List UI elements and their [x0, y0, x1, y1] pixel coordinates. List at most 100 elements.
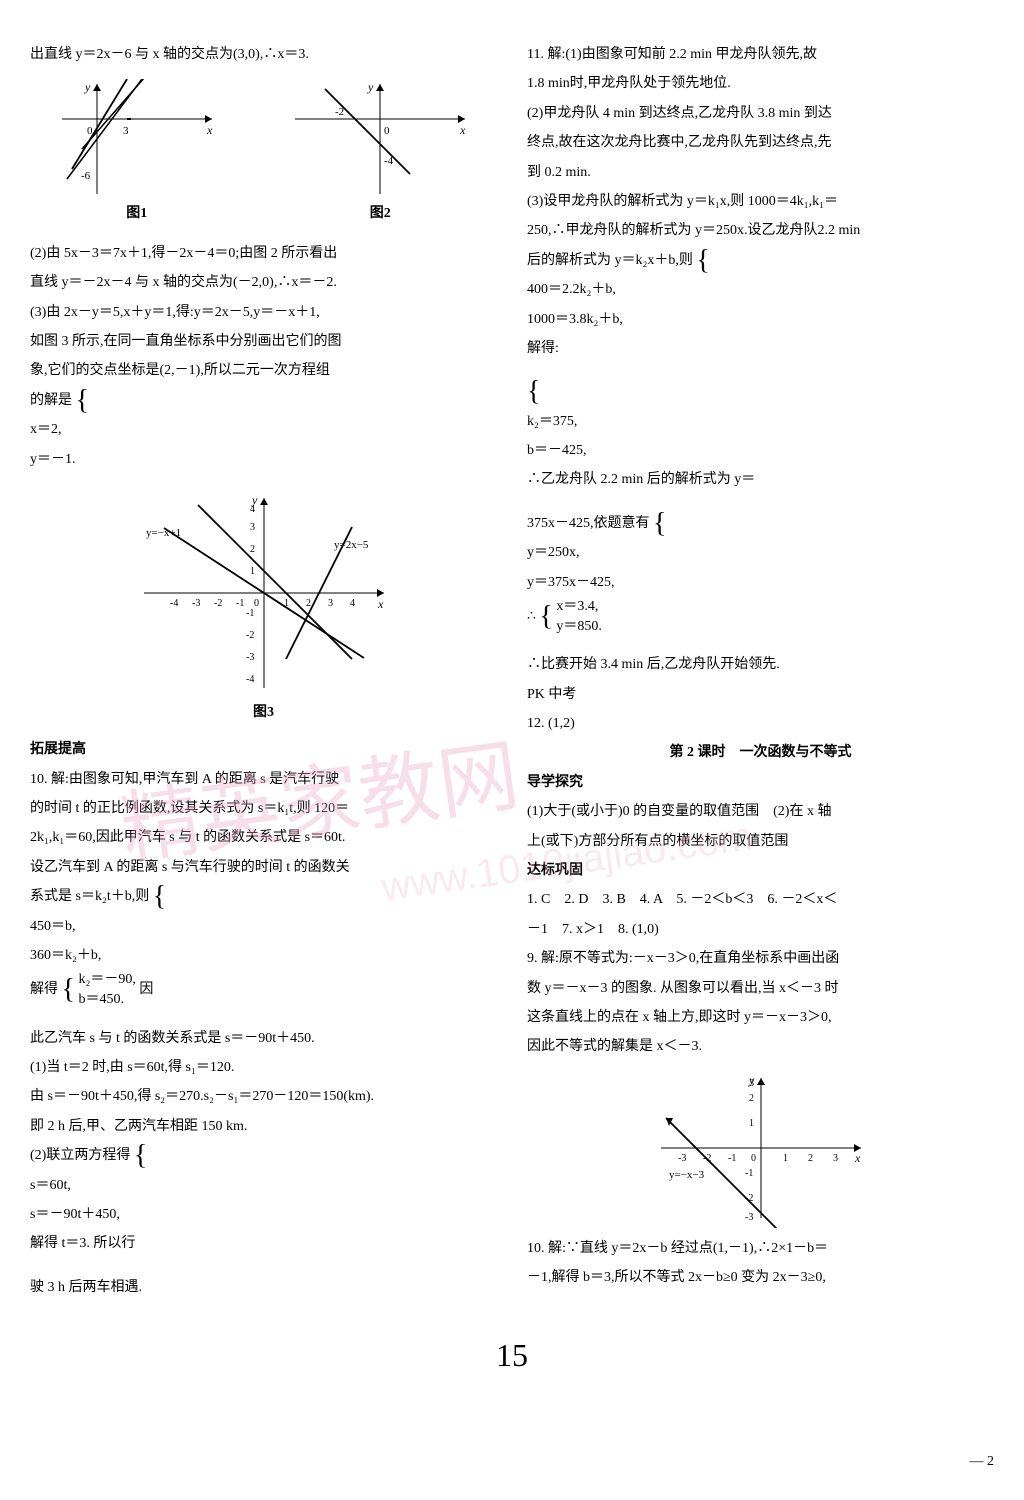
eq-line: s＝－90t＋450,	[30, 1200, 497, 1229]
text-line: (1)当 t＝2 时,由 s＝60t,得 s₁＝120.	[30, 1053, 497, 1082]
text-line: 250,∴甲龙舟队的解析式为 y＝250x.设乙龙舟队2.2 min	[527, 216, 994, 245]
text-line: 直线 y＝－2x－4 与 x 轴的交点为(－2,0),∴x＝－2.	[30, 268, 497, 297]
svg-text:x: x	[854, 1151, 861, 1165]
text-segment: 的解是	[30, 393, 72, 408]
svg-text:0: 0	[384, 125, 390, 137]
graph1-svg: x y 0 3 -6	[57, 79, 217, 199]
svg-text:x: x	[459, 123, 466, 137]
svg-text:x: x	[377, 597, 384, 611]
text-line: (2)联立两方程得 {	[30, 1141, 497, 1170]
graph1-caption: 图1	[57, 199, 217, 228]
svg-text:-2: -2	[214, 598, 222, 609]
eq-line: y＝－1.	[30, 445, 497, 474]
eq-line: k₂＝375,	[527, 407, 994, 436]
graph3-caption: 图3	[30, 698, 497, 727]
svg-text:3: 3	[250, 522, 255, 533]
text-line: 象,它们的交点坐标是(2,－1),所以二元一次方程组	[30, 356, 497, 385]
brace-icon: {	[134, 1146, 147, 1166]
equation-system: x＝3.4, y＝850.	[556, 597, 602, 636]
eq-line: b＝－425,	[527, 436, 994, 465]
svg-text:x: x	[206, 123, 213, 137]
eq-line: s＝60t,	[30, 1171, 497, 1200]
graph4-svg: x y 0 -3-2-1 123 123 -1-2-3 y=−x−3	[651, 1068, 871, 1228]
text-line: 出直线 y＝2x－6 与 x 轴的交点为(3,0),∴x＝3.	[30, 40, 497, 69]
svg-text:3: 3	[123, 125, 129, 137]
text-line: 即 2 h 后,甲、乙两汽车相距 150 km.	[30, 1112, 497, 1141]
text-segment: 系式是 s＝k₂t＋b,则	[30, 889, 149, 904]
svg-text:-4: -4	[246, 674, 254, 685]
text-line: {	[527, 377, 994, 406]
text-line: 到 0.2 min.	[527, 158, 994, 187]
svg-text:-4: -4	[170, 598, 178, 609]
text-line: (3)由 2x－y＝5,x＋y＝1,得:y＝2x－5,y＝－x＋1,	[30, 298, 497, 327]
brace-icon: {	[62, 980, 75, 1000]
text-segment: 375x－425,依题意有	[527, 516, 650, 531]
text-line: (2)甲龙舟队 4 min 到达终点,乙龙舟队 3.8 min 到达	[527, 99, 994, 128]
svg-text:3: 3	[328, 598, 333, 609]
svg-text:-6: -6	[81, 170, 91, 182]
text-segment: 解得:	[527, 341, 559, 356]
svg-text:-1: -1	[236, 598, 244, 609]
eq-line: x＝3.4,	[556, 597, 602, 617]
text-segment: 解得	[30, 982, 58, 997]
text-line: 10. 解:∵直线 y＝2x－b 经过点(1,－1),∴2×1－b＝	[527, 1234, 994, 1263]
text-line: 9. 解:原不等式为:－x－3＞0,在直角坐标系中画出函	[527, 944, 994, 973]
text-line: 数 y＝－x－3 的图象. 从图象可以看出,当 x＜－3 时	[527, 974, 994, 1003]
eq-line: y＝250x,	[527, 538, 994, 567]
svg-text:y: y	[367, 80, 374, 94]
graph-2: x y 0 -2 -4 图2	[290, 79, 470, 228]
eq-line: 450＝b,	[30, 912, 497, 941]
text-line: 如图 3 所示,在同一直角坐标系中分别画出它们的图	[30, 327, 497, 356]
eq-line: 360＝k₂＋b,	[30, 941, 497, 970]
brace-icon: {	[153, 887, 166, 907]
text-segment: 因	[139, 982, 153, 997]
eq-line: y＝850.	[556, 617, 602, 637]
svg-text:-3: -3	[678, 1153, 686, 1164]
svg-text:1: 1	[250, 566, 255, 577]
text-line: (1)大于(或小于)0 的自变量的取值范围 (2)在 x 轴	[527, 797, 994, 826]
text-line: 终点,故在这次龙舟比赛中,乙龙舟队先到达终点,先	[527, 128, 994, 157]
text-line: 375x－425,依题意有 {	[527, 509, 994, 538]
svg-text:2: 2	[749, 1093, 754, 1104]
text-segment: 解得 t＝3. 所以行	[30, 1236, 135, 1251]
section-heading: 达标巩固	[527, 856, 994, 885]
brace-icon: {	[76, 391, 89, 411]
graph4-label: y=−x−3	[669, 1169, 705, 1181]
text-segment: ∴	[527, 609, 536, 624]
graph-4: x y 0 -3-2-1 123 123 -1-2-3 y=−x−3	[651, 1068, 871, 1228]
text-line: ∴比赛开始 3.4 min 后,乙龙舟队开始领先.	[527, 650, 994, 679]
graph3-label1: y=−x+1	[146, 527, 181, 539]
brace-icon: {	[653, 514, 666, 534]
svg-text:2: 2	[808, 1153, 813, 1164]
svg-text:3: 3	[833, 1153, 838, 1164]
page-number: — 2	[970, 1447, 995, 1476]
eq-line: k₂＝－90,	[78, 970, 135, 990]
text-segment: (2)联立两方程得	[30, 1148, 130, 1163]
text-line: 1.8 min时,甲龙舟队处于领先地位.	[527, 69, 994, 98]
text-line: 10. 解:由图象可知,甲汽车到 A 的距离 s 是汽车行驶	[30, 765, 497, 794]
text-line: 12. (1,2)	[527, 709, 994, 738]
graph-row-12: x y 0 3 -6 图1	[30, 79, 497, 228]
svg-text:-3: -3	[246, 652, 254, 663]
text-line: 系式是 s＝k₂t＋b,则 {	[30, 882, 497, 911]
text-line: 此乙汽车 s 与 t 的函数关系式是 s＝－90t＋450.	[30, 1024, 497, 1053]
text-line: －1,解得 b＝3,所以不等式 2x－b≥0 变为 2x－3≥0,	[527, 1263, 994, 1292]
svg-text:2: 2	[306, 598, 311, 609]
eq-line: x＝2,	[30, 415, 497, 444]
brace-icon: {	[527, 382, 540, 402]
svg-text:1: 1	[783, 1153, 788, 1164]
text-line: 的时间 t 的正比例函数,设其关系式为 s＝k₁t,则 120＝	[30, 794, 497, 823]
svg-text:-1: -1	[246, 608, 254, 619]
graph-3: x y 0 -4-3-2-1 1234 1234 -1-2-3-4	[30, 488, 497, 727]
eq-line: 1000＝3.8k₂＋b,	[527, 305, 994, 334]
svg-text:-1: -1	[728, 1153, 736, 1164]
graph3-svg: x y 0 -4-3-2-1 1234 1234 -1-2-3-4	[134, 488, 394, 698]
svg-text:4: 4	[250, 504, 255, 515]
svg-text:2: 2	[250, 544, 255, 555]
text-line: PK 中考	[527, 680, 994, 709]
graph2-caption: 图2	[290, 199, 470, 228]
svg-text:4: 4	[350, 598, 355, 609]
text-line: (3)设甲龙舟队的解析式为 y＝k₁x,则 1000＝4k₁,k₁＝	[527, 187, 994, 216]
eq-line: b＝450.	[78, 990, 135, 1010]
graph-1: x y 0 3 -6 图1	[57, 79, 217, 228]
